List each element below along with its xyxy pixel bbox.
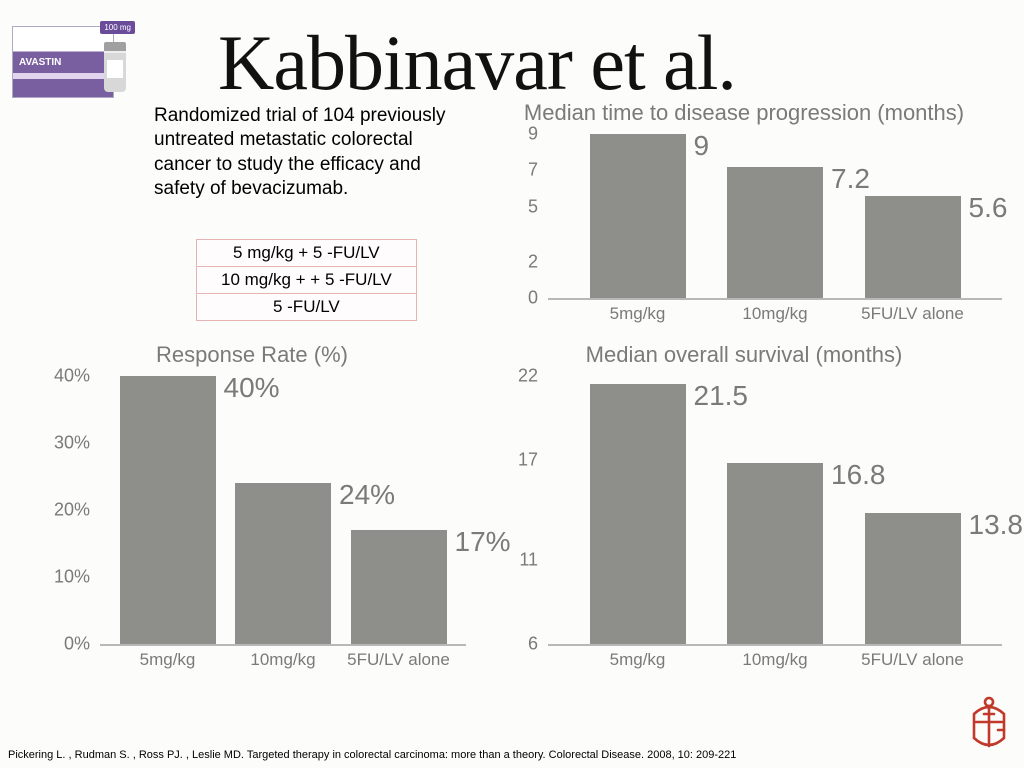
citation-text: Pickering L. , Rudman S. , Ross PJ. , Le…	[8, 749, 964, 762]
dose-tag: 100 mg	[100, 21, 135, 34]
x-tick-label: 10mg/kg	[742, 644, 807, 670]
x-tick-label: 5FU/LV alone	[347, 644, 450, 670]
plot-area: 611172221.55mg/kg16.810mg/kg13.85FU/LV a…	[548, 378, 1002, 646]
y-tick-label: 9	[528, 124, 548, 145]
bar: 5.6	[865, 196, 961, 298]
y-tick-label: 7	[528, 160, 548, 181]
bar: 9	[590, 134, 686, 298]
plot-area: 0257995mg/kg7.210mg/kg5.65FU/LV alone	[548, 136, 1002, 300]
chart-response-rate: Response Rate (%)0%10%20%30%40%40%5mg/kg…	[28, 342, 476, 682]
bar-value-label: 40%	[216, 372, 280, 404]
x-tick-label: 5mg/kg	[140, 644, 196, 670]
x-tick-label: 5mg/kg	[610, 298, 666, 324]
chart-time-to-progression: Median time to disease progression (mont…	[476, 100, 1012, 336]
y-tick-label: 5	[528, 196, 548, 217]
y-tick-label: 11	[519, 550, 548, 571]
bar: 13.8	[865, 513, 961, 644]
y-tick-label: 17	[518, 449, 548, 470]
x-tick-label: 5FU/LV alone	[861, 298, 964, 324]
vial-image	[104, 42, 126, 92]
y-tick-label: 40%	[54, 366, 100, 387]
y-tick-label: 20%	[54, 500, 100, 521]
bar-value-label: 9	[686, 130, 710, 162]
x-tick-label: 10mg/kg	[742, 298, 807, 324]
y-tick-label: 0%	[64, 634, 100, 655]
bar: 7.2	[727, 167, 823, 298]
bar-value-label: 21.5	[686, 380, 749, 412]
bar-value-label: 13.8	[961, 509, 1024, 541]
y-tick-label: 2	[528, 251, 548, 272]
bar: 40%	[120, 376, 216, 644]
y-tick-label: 22	[518, 366, 548, 387]
arm-row: 5 mg/kg + 5 -FU/LV	[197, 240, 417, 267]
chart-overall-survival: Median overall survival (months)61117222…	[476, 342, 1012, 682]
x-tick-label: 5mg/kg	[610, 644, 666, 670]
avastin-package-image: 100 mg AVASTIN	[12, 26, 114, 98]
bar-value-label: 16.8	[823, 459, 886, 491]
y-tick-label: 6	[528, 634, 548, 655]
x-tick-label: 5FU/LV alone	[861, 644, 964, 670]
x-tick-label: 10mg/kg	[250, 644, 315, 670]
institution-logo-icon	[966, 694, 1012, 750]
chart-title: Median time to disease progression (mont…	[476, 100, 1012, 126]
bar: 21.5	[590, 384, 686, 644]
bar-value-label: 7.2	[823, 163, 870, 195]
bar-value-label: 24%	[331, 479, 395, 511]
y-tick-label: 10%	[54, 567, 100, 588]
bar: 16.8	[727, 463, 823, 644]
bar: 17%	[351, 530, 447, 644]
study-description: Randomized trial of 104 previously untre…	[154, 104, 462, 201]
chart-title: Median overall survival (months)	[476, 342, 1012, 368]
y-tick-label: 30%	[54, 433, 100, 454]
arms-table: 5 mg/kg + 5 -FU/LV 10 mg/kg + + 5 -FU/LV…	[196, 239, 417, 321]
arm-row: 10 mg/kg + + 5 -FU/LV	[197, 267, 417, 294]
brand-name: AVASTIN	[19, 57, 61, 68]
bar: 24%	[235, 483, 331, 644]
y-tick-label: 0	[528, 288, 548, 309]
plot-area: 0%10%20%30%40%40%5mg/kg24%10mg/kg17%5FU/…	[100, 378, 466, 646]
slide-title: Kabbinavar et al.	[218, 18, 736, 108]
chart-title: Response Rate (%)	[28, 342, 476, 368]
bar-value-label: 5.6	[961, 192, 1008, 224]
arm-row: 5 -FU/LV	[197, 294, 417, 321]
